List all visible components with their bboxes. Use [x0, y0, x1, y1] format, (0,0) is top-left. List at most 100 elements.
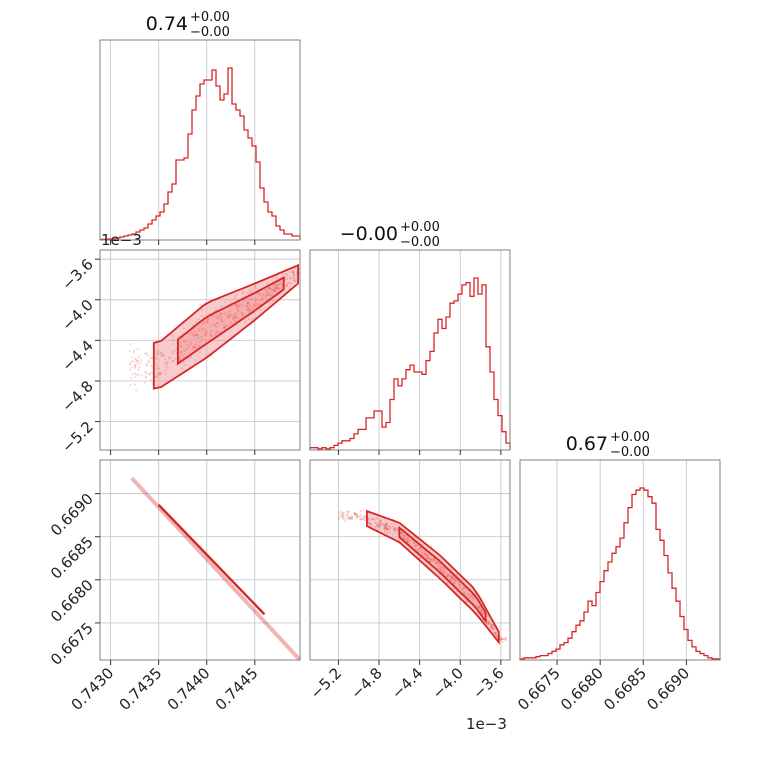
scatter-point-1-0: [273, 290, 276, 293]
scatter-point-2-1: [395, 526, 398, 529]
scatter-point-2-1: [504, 638, 507, 641]
scatter-point-1-0: [223, 324, 226, 327]
scatter-point-1-0: [155, 353, 158, 356]
scatter-point-1-0: [195, 348, 198, 351]
scatter-point-1-0: [270, 289, 273, 292]
scatter-point-1-0: [268, 294, 271, 297]
scatter-point-2-1: [355, 514, 359, 517]
scatter-point-1-0: [140, 374, 143, 377]
scatter-point-1-0: [275, 280, 278, 283]
scatter-point-2-1: [473, 588, 476, 591]
scatter-point-2-1: [406, 539, 409, 542]
scatter-point-1-0: [248, 310, 251, 313]
scatter-point-2-1: [350, 516, 353, 519]
scatter-point-2-1: [437, 564, 440, 568]
scatter-point-1-0: [276, 273, 279, 277]
scatter-point-2-1: [383, 526, 386, 530]
scatter-point-1-0: [209, 332, 212, 335]
scatter-point-1-0: [259, 313, 262, 316]
scatter-point-2-1: [362, 518, 365, 521]
scatter-point-2-1: [368, 522, 371, 525]
scatter-point-2-1: [386, 526, 389, 529]
scatter-point-1-0: [201, 338, 204, 341]
panel-frame-2-1: [309, 459, 511, 661]
scatter-point-2-1: [489, 619, 492, 622]
scatter-point-2-1: [446, 566, 449, 569]
scatter-point-2-1: [441, 569, 445, 573]
scatter-point-2-1: [420, 553, 423, 557]
y-tick-label: 0.6690: [47, 490, 97, 540]
scatter-point-1-0: [266, 294, 270, 297]
scatter-point-1-0: [243, 321, 246, 324]
scatter-point-1-0: [277, 279, 280, 282]
scatter-point-1-0: [286, 284, 289, 287]
scatter-point-2-1: [407, 543, 410, 546]
scatter-point-2-1: [413, 551, 417, 554]
scatter-point-1-0: [275, 276, 278, 279]
scatter-point-1-0: [129, 384, 132, 387]
scatter-point-2-1: [413, 541, 416, 544]
scatter-point-1-0: [190, 356, 193, 359]
scatter-point-2-1: [481, 618, 485, 621]
scatter-point-1-0: [137, 368, 140, 371]
scatter-point-1-0: [236, 320, 239, 323]
scatter-point-2-1: [445, 568, 448, 571]
scatter-point-2-1: [481, 619, 484, 622]
scatter-point-2-1: [414, 536, 417, 539]
scatter-point-2-1: [385, 522, 388, 525]
scatter-point-1-0: [246, 301, 249, 304]
scatter-point-1-0: [237, 310, 240, 313]
scatter-point-2-1: [339, 510, 342, 513]
scatter-point-1-0: [236, 307, 239, 310]
scatter-point-2-1: [499, 635, 502, 639]
scatter-point-2-1: [445, 576, 448, 579]
scatter-point-1-0: [144, 370, 147, 374]
scatter-point-1-0: [261, 297, 264, 301]
scatter-point-1-0: [229, 315, 232, 318]
scatter-point-1-0: [213, 315, 216, 318]
scatter-point-1-0: [157, 371, 160, 374]
scatter-point-2-1: [465, 595, 468, 598]
scatter-point-2-1: [479, 609, 482, 612]
scatter-point-1-0: [197, 327, 200, 330]
scatter-point-1-0: [272, 281, 275, 284]
scatter-point-2-1: [386, 530, 390, 533]
scatter-point-1-0: [149, 357, 152, 360]
scatter-point-2-1: [495, 635, 498, 638]
scatter-point-1-0: [210, 324, 213, 327]
scatter-point-2-1: [449, 569, 452, 572]
scatter-point-1-0: [153, 376, 156, 379]
scatter-point-1-0: [281, 284, 284, 287]
scatter-point-1-0: [189, 340, 192, 343]
scatter-point-1-0: [265, 298, 268, 301]
scatter-point-1-0: [275, 286, 278, 289]
scatter-point-1-0: [147, 360, 150, 363]
scatter-point-2-1: [482, 617, 485, 620]
scatter-point-1-0: [171, 350, 174, 353]
scatter-point-1-0: [286, 282, 289, 285]
scatter-point-2-1: [406, 539, 410, 542]
scatter-point-1-0: [133, 364, 136, 367]
scatter-point-1-0: [219, 313, 222, 316]
scatter-point-2-1: [346, 510, 349, 513]
scatter-point-2-1: [418, 557, 421, 560]
scatter-point-1-0: [265, 294, 268, 297]
scatter-point-2-1: [487, 620, 490, 624]
scatter-point-1-0: [200, 315, 204, 318]
scatter-point-2-1: [485, 619, 488, 622]
scatter-point-1-0: [276, 284, 280, 287]
scatter-point-2-1: [473, 593, 476, 596]
scatter-point-2-1: [386, 528, 389, 531]
contour-inner-1-0: [177, 275, 285, 366]
scatter-point-2-1: [471, 595, 474, 598]
scatter-point-2-1: [433, 557, 436, 560]
scatter-point-2-1: [355, 517, 358, 520]
scatter-point-2-1: [406, 529, 409, 532]
scatter-point-1-0: [284, 292, 287, 295]
histogram-1: [309, 277, 511, 450]
scatter-point-1-0: [193, 346, 196, 349]
y-tick-label: 0.6675: [47, 619, 97, 669]
scatter-point-1-0: [210, 334, 213, 337]
scatter-point-1-0: [288, 287, 291, 290]
scatter-point-1-0: [265, 289, 268, 292]
